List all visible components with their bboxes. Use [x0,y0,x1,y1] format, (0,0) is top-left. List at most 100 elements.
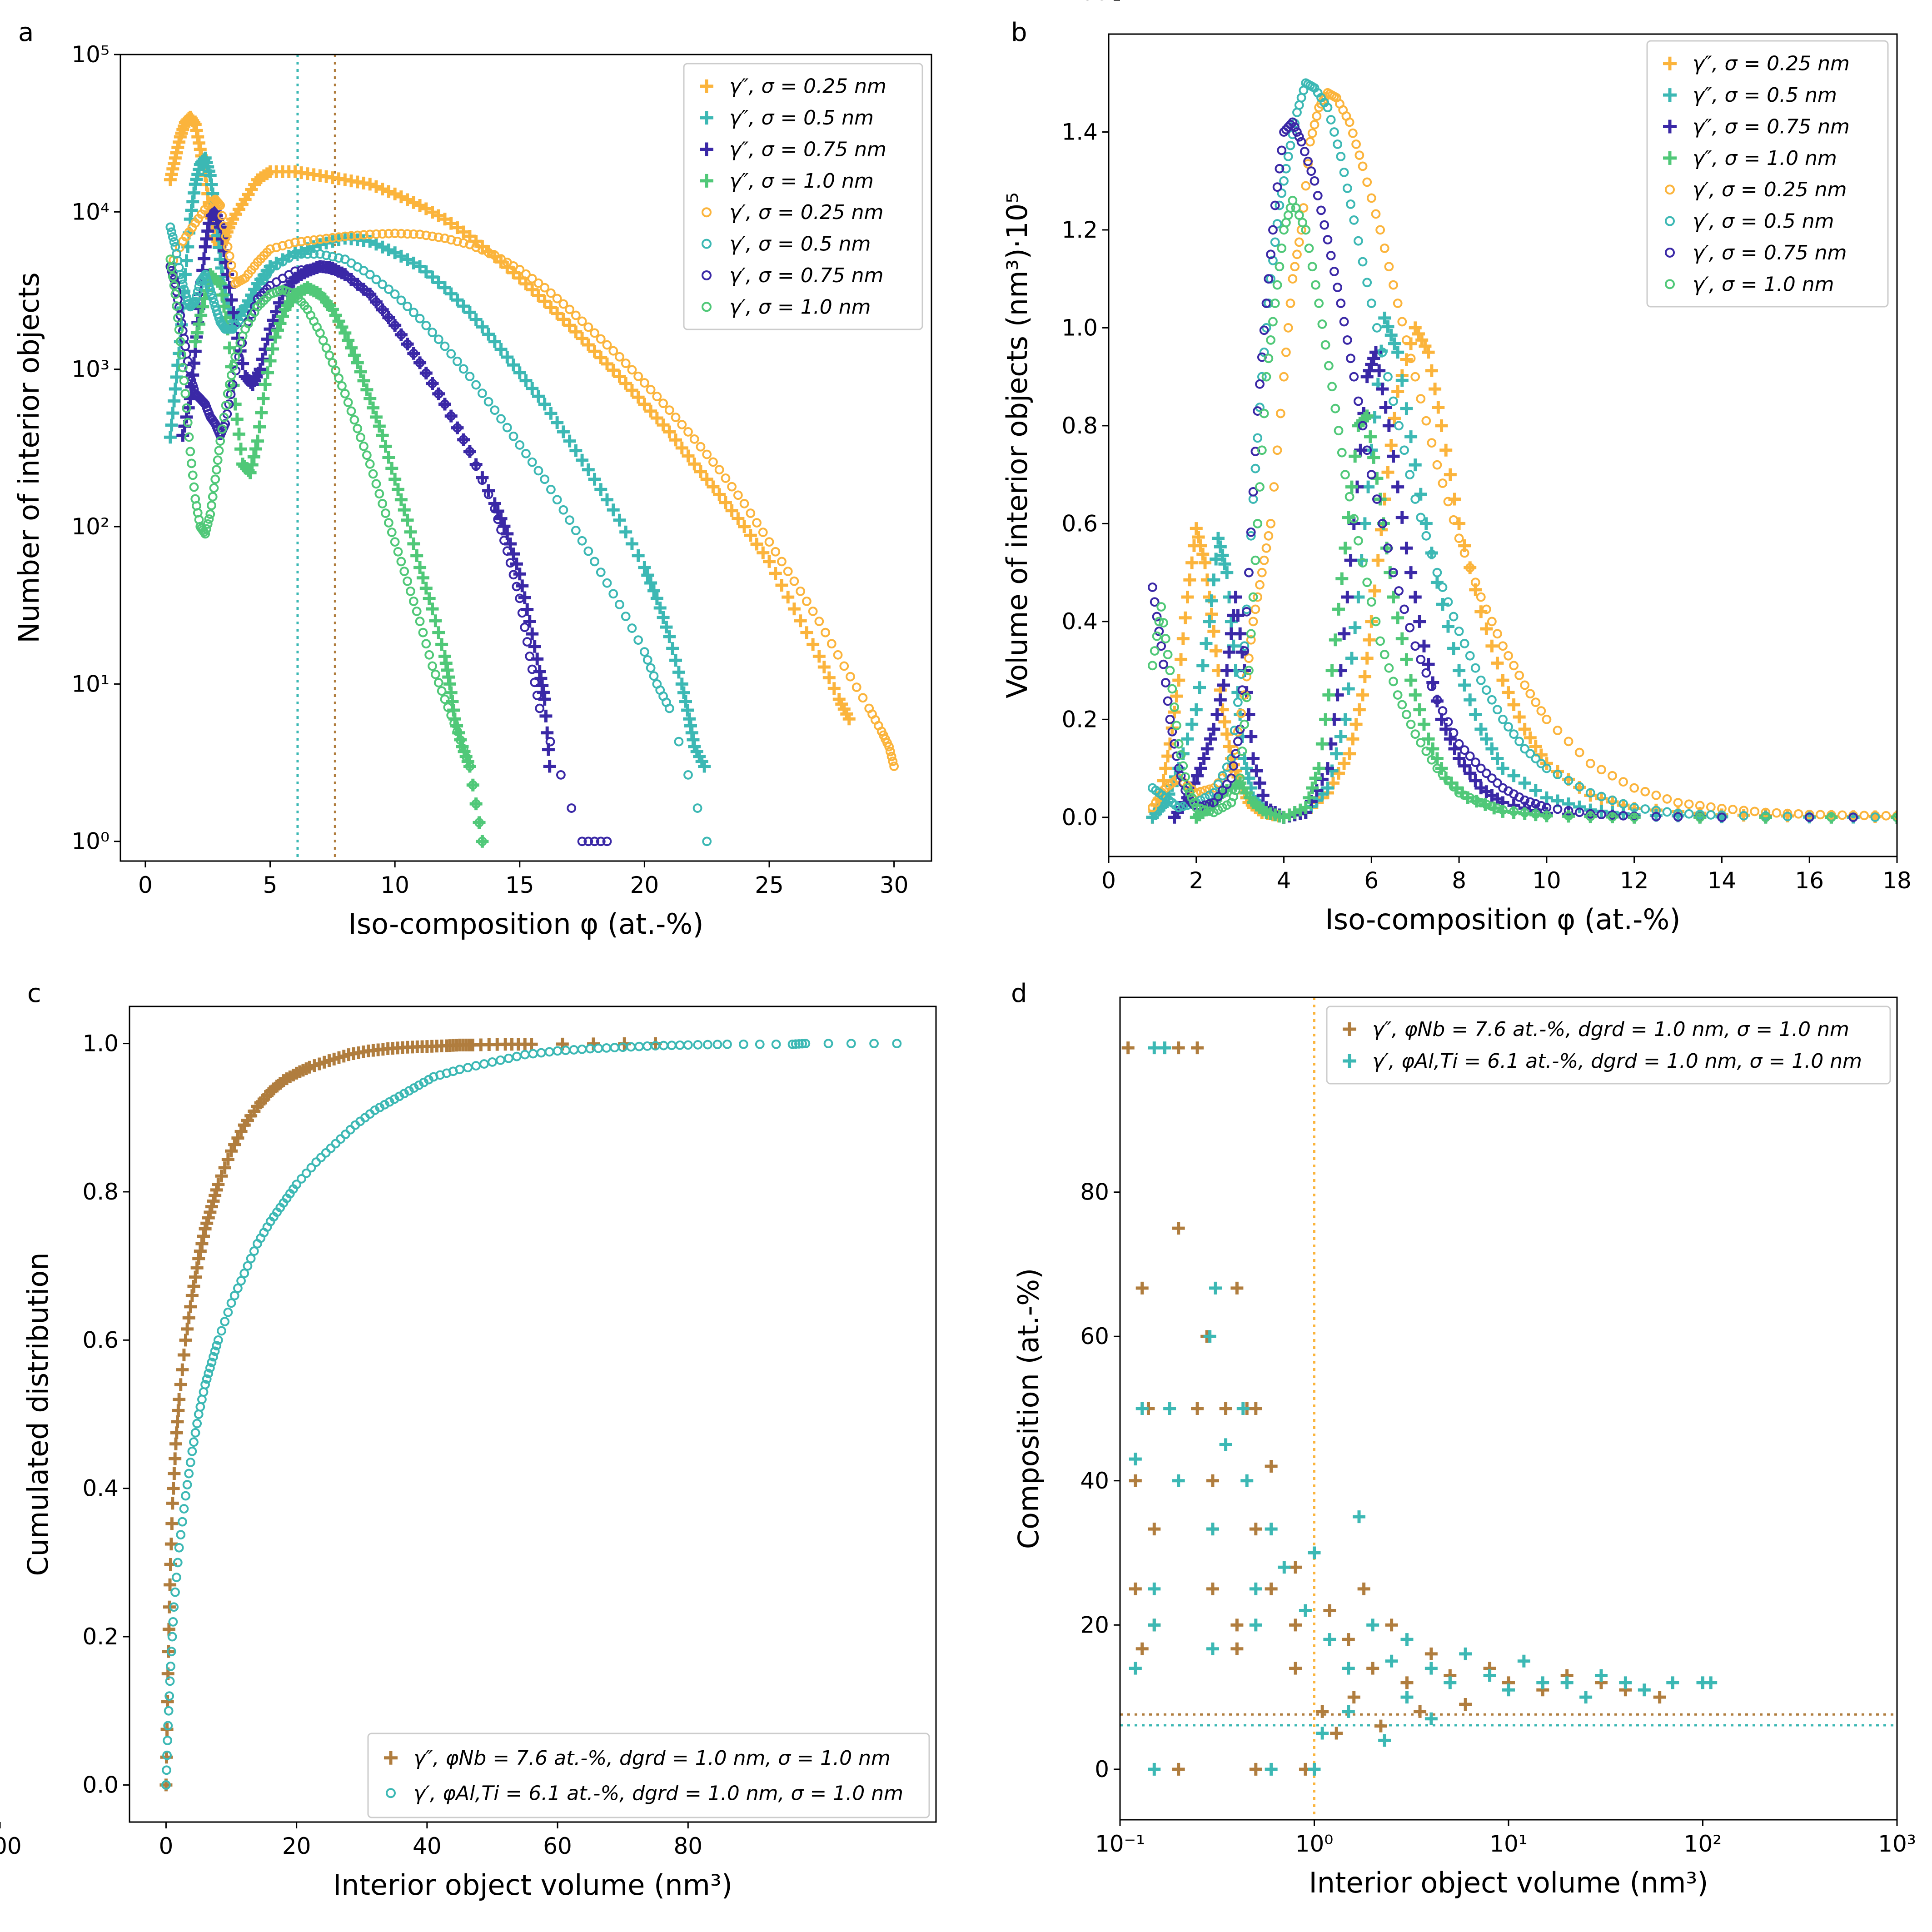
data-point [1618,777,1628,787]
data-point [1520,744,1530,754]
data-point [182,1311,195,1325]
plot-area [164,55,899,861]
data-point [1226,773,1236,783]
data-point [683,770,693,780]
data-point [494,343,508,356]
data-point [165,254,175,264]
data-point [1378,347,1387,357]
data-point [1404,566,1418,579]
data-point [190,326,204,339]
data-point [858,693,868,703]
data-point [1248,592,1258,602]
data-point [1579,1691,1593,1704]
data-point [428,328,437,337]
data-point [1595,792,1608,805]
data-point [1343,747,1356,760]
data-point [571,310,581,320]
legend-label: γ′, σ = 0.75 nm [729,264,883,287]
data-point [1465,651,1475,661]
legend-box [1646,40,1889,308]
data-point [552,495,562,505]
data-point [1514,737,1524,747]
data-point [1196,787,1205,797]
data-point [1316,1705,1329,1718]
data-point [236,1276,246,1286]
x-tick-label: 10⁻¹ [1095,1831,1145,1857]
data-point [700,473,713,486]
data-point [217,424,227,434]
data-point [1298,218,1307,228]
data-point [1449,728,1459,738]
data-point [309,249,319,259]
data-point [675,1040,685,1050]
data-point [1509,729,1519,739]
data-point [1470,663,1480,673]
data-point [453,727,462,737]
y-tick-label: 0.8 [82,1179,119,1205]
data-point [1285,299,1295,308]
data-point [1427,438,1437,448]
data-point [1339,317,1349,327]
panel-a: a 0 5 10 15 20 25 30 10⁰ 10¹ 10² 10³ 10⁴ 10⁵ Iso-compo… [12,18,932,941]
data-point [164,431,177,444]
data-point [334,232,344,242]
legend-label: γ″, σ = 0.5 nm [729,106,874,129]
data-point [1514,670,1524,680]
data-point [408,308,418,318]
data-point [1156,641,1166,651]
data-point [801,1039,811,1048]
series-0 [1121,1041,1666,1776]
legend-marker [1663,56,1677,70]
data-point [190,296,200,306]
data-point [1327,382,1337,392]
data-point [1504,722,1513,732]
data-point [215,200,225,210]
data-point [1619,1676,1632,1689]
axes-frame [120,54,932,862]
data-point [1230,1281,1244,1295]
data-point [1449,782,1459,792]
data-point [1804,812,1814,822]
data-point [1629,783,1639,793]
data-point [403,576,413,586]
data-point [415,358,425,368]
data-point [408,229,418,239]
data-point [1393,299,1403,308]
y-tick-label: 0.6 [82,1327,119,1353]
data-point [177,1348,190,1361]
data-point [193,287,203,297]
data-point [541,726,554,739]
data-point [1640,804,1650,814]
data-point [646,663,656,673]
data-point [418,627,428,637]
data-point [1304,243,1314,253]
data-point [1220,664,1234,677]
data-point [353,230,363,240]
data-point [195,1237,209,1250]
data-point [1237,685,1247,695]
data-point [208,492,218,502]
data-point [755,1039,765,1049]
data-point [1170,702,1179,712]
data-point [433,678,443,687]
data-point [1179,611,1192,624]
data-point [410,549,423,562]
data-point [1312,111,1322,121]
data-point [382,451,395,464]
data-point [477,475,487,485]
data-point [588,473,601,486]
data-point [1474,605,1488,618]
data-point [183,418,193,428]
data-point [458,238,468,248]
data-point [1183,783,1192,793]
data-point [214,446,224,456]
legend-box [1326,1006,1891,1085]
data-point [1360,370,1374,383]
data-point [224,251,234,261]
data-point [1418,718,1430,731]
data-point [666,642,679,655]
data-point [1493,629,1502,639]
data-point [266,343,279,356]
data-point [1410,372,1420,382]
data-point [1425,364,1438,377]
